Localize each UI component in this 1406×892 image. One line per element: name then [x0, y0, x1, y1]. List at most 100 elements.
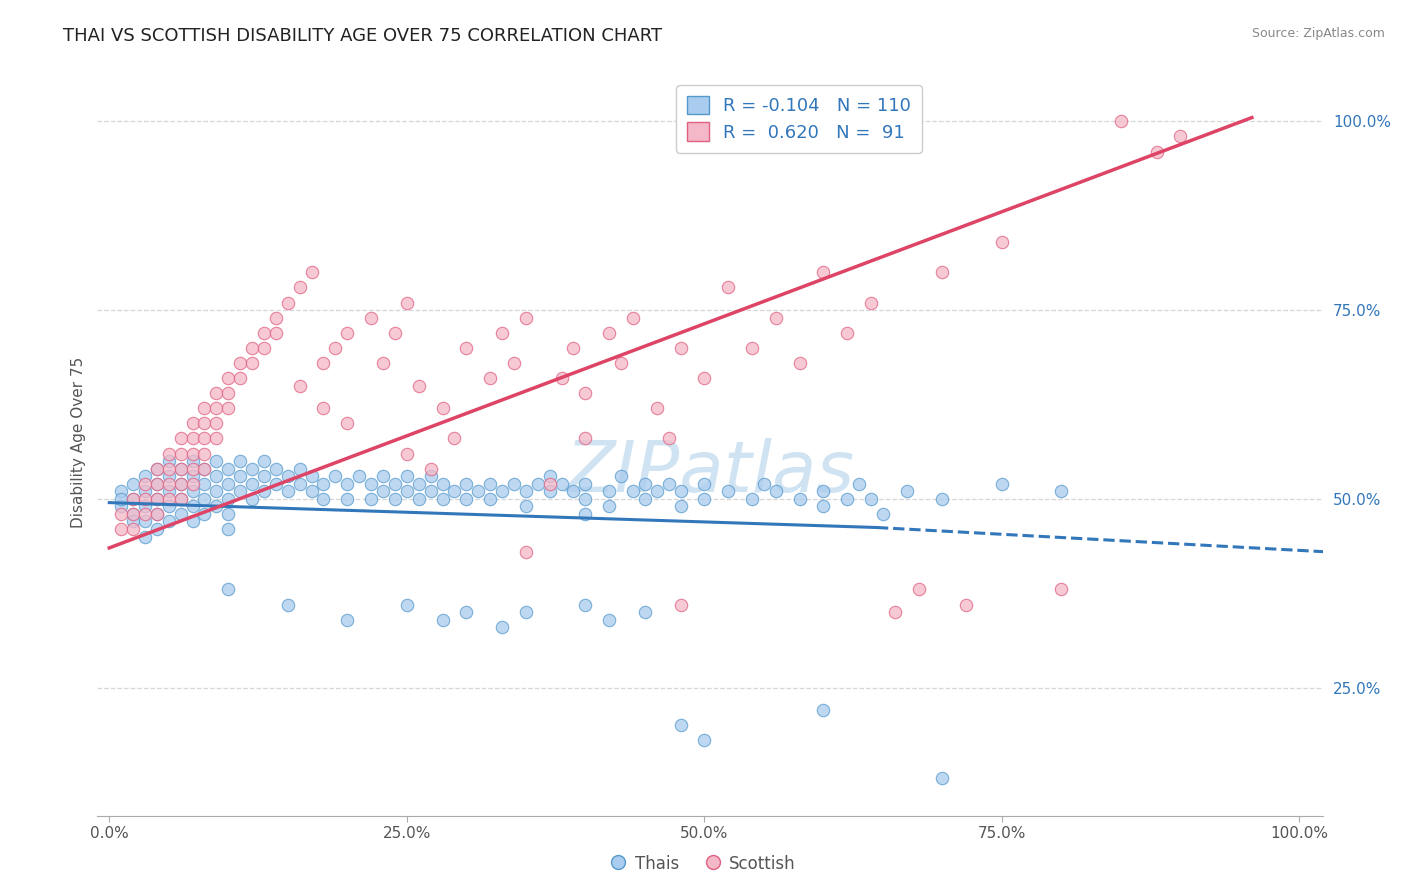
- Point: [146, 491, 169, 506]
- Point: [146, 476, 169, 491]
- Point: [515, 605, 537, 619]
- Point: [205, 417, 228, 431]
- Point: [456, 491, 478, 506]
- Point: [312, 401, 335, 416]
- Point: [301, 265, 323, 279]
- Point: [467, 484, 489, 499]
- Point: [181, 461, 204, 475]
- Point: [277, 598, 299, 612]
- Point: [526, 476, 548, 491]
- Point: [1109, 114, 1132, 128]
- Point: [896, 484, 918, 499]
- Point: [872, 507, 894, 521]
- Point: [169, 476, 191, 491]
- Point: [598, 613, 620, 627]
- Point: [859, 295, 882, 310]
- Point: [610, 356, 633, 370]
- Point: [253, 469, 276, 483]
- Point: [741, 491, 763, 506]
- Point: [253, 341, 276, 355]
- Point: [491, 484, 513, 499]
- Point: [264, 326, 287, 340]
- Text: ZIPatlas: ZIPatlas: [565, 438, 855, 507]
- Point: [550, 371, 572, 385]
- Point: [157, 500, 180, 514]
- Point: [146, 476, 169, 491]
- Point: [503, 476, 526, 491]
- Point: [193, 417, 215, 431]
- Point: [217, 461, 239, 475]
- Point: [360, 491, 382, 506]
- Point: [837, 491, 859, 506]
- Point: [169, 461, 191, 475]
- Point: [408, 476, 430, 491]
- Point: [288, 280, 311, 294]
- Point: [693, 371, 716, 385]
- Point: [217, 522, 239, 536]
- Point: [146, 507, 169, 521]
- Point: [336, 476, 359, 491]
- Point: [229, 454, 252, 468]
- Point: [122, 515, 145, 529]
- Point: [634, 605, 657, 619]
- Point: [658, 432, 681, 446]
- Point: [479, 491, 502, 506]
- Point: [991, 476, 1014, 491]
- Point: [456, 341, 478, 355]
- Point: [574, 476, 596, 491]
- Point: [669, 500, 692, 514]
- Point: [181, 432, 204, 446]
- Point: [264, 310, 287, 325]
- Point: [169, 507, 191, 521]
- Point: [384, 491, 406, 506]
- Point: [395, 446, 418, 460]
- Point: [169, 491, 191, 506]
- Point: [837, 326, 859, 340]
- Point: [610, 469, 633, 483]
- Point: [122, 491, 145, 506]
- Point: [419, 484, 441, 499]
- Point: [181, 469, 204, 483]
- Point: [931, 491, 953, 506]
- Point: [336, 613, 359, 627]
- Point: [157, 515, 180, 529]
- Point: [645, 484, 668, 499]
- Point: [347, 469, 370, 483]
- Point: [288, 476, 311, 491]
- Point: [301, 484, 323, 499]
- Point: [240, 476, 263, 491]
- Point: [217, 491, 239, 506]
- Point: [538, 484, 561, 499]
- Point: [181, 500, 204, 514]
- Point: [562, 484, 585, 499]
- Point: [110, 507, 132, 521]
- Point: [1146, 145, 1168, 159]
- Point: [205, 454, 228, 468]
- Point: [479, 371, 502, 385]
- Point: [193, 491, 215, 506]
- Point: [813, 500, 835, 514]
- Point: [134, 491, 156, 506]
- Legend: R = -0.104   N = 110, R =  0.620   N =  91: R = -0.104 N = 110, R = 0.620 N = 91: [676, 85, 922, 153]
- Point: [134, 500, 156, 514]
- Point: [134, 530, 156, 544]
- Point: [669, 598, 692, 612]
- Point: [217, 371, 239, 385]
- Point: [1170, 129, 1192, 144]
- Point: [515, 544, 537, 558]
- Point: [110, 522, 132, 536]
- Point: [813, 484, 835, 499]
- Point: [312, 476, 335, 491]
- Point: [360, 310, 382, 325]
- Point: [371, 356, 394, 370]
- Point: [395, 469, 418, 483]
- Point: [538, 476, 561, 491]
- Point: [384, 476, 406, 491]
- Point: [134, 469, 156, 483]
- Point: [240, 491, 263, 506]
- Point: [240, 341, 263, 355]
- Point: [193, 461, 215, 475]
- Point: [240, 461, 263, 475]
- Point: [157, 454, 180, 468]
- Point: [253, 484, 276, 499]
